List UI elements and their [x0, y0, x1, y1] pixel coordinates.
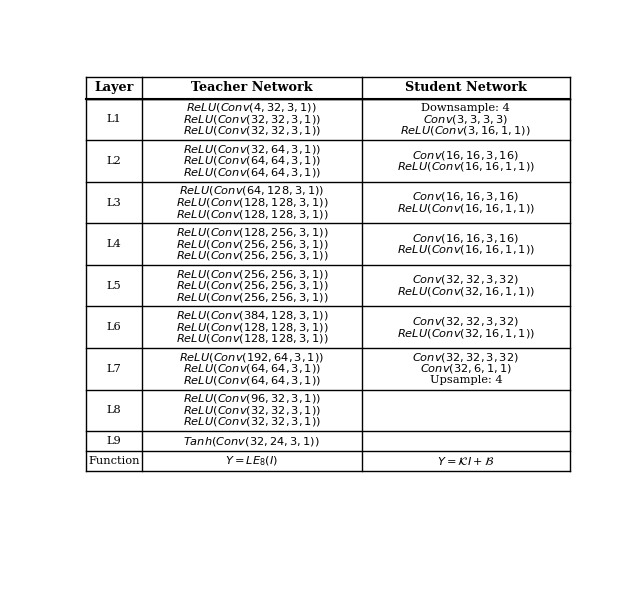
Text: $ReLU(Conv(32, 32, 3, 1))$: $ReLU(Conv(32, 32, 3, 1))$ — [183, 404, 321, 417]
Text: $ReLU(Conv(192, 64, 3, 1))$: $ReLU(Conv(192, 64, 3, 1))$ — [179, 351, 324, 364]
Text: $ReLU(Conv(32, 32, 3, 1))$: $ReLU(Conv(32, 32, 3, 1))$ — [183, 415, 321, 429]
Text: $ReLU(Conv(128, 256, 3, 1))$: $ReLU(Conv(128, 256, 3, 1))$ — [175, 226, 328, 239]
Text: $ReLU(Conv(3, 16, 1, 1))$: $ReLU(Conv(3, 16, 1, 1))$ — [401, 124, 531, 137]
Text: $ReLU(Conv(32, 64, 3, 1))$: $ReLU(Conv(32, 64, 3, 1))$ — [183, 143, 321, 156]
Text: $ReLU(Conv(256, 256, 3, 1))$: $ReLU(Conv(256, 256, 3, 1))$ — [175, 249, 328, 262]
Text: $ReLU(Conv(16, 16, 1, 1))$: $ReLU(Conv(16, 16, 1, 1))$ — [397, 243, 535, 256]
Text: $Y = \mathcal{K}I + \mathcal{B}$: $Y = \mathcal{K}I + \mathcal{B}$ — [437, 455, 495, 467]
Text: L1: L1 — [107, 115, 122, 124]
Text: $ReLU(Conv(16, 16, 1, 1))$: $ReLU(Conv(16, 16, 1, 1))$ — [397, 202, 535, 215]
Text: L7: L7 — [107, 364, 122, 374]
Text: L9: L9 — [107, 436, 122, 446]
Text: $ReLU(Conv(128, 128, 3, 1))$: $ReLU(Conv(128, 128, 3, 1))$ — [175, 208, 328, 221]
Text: $ReLU(Conv(32, 32, 3, 1))$: $ReLU(Conv(32, 32, 3, 1))$ — [183, 124, 321, 137]
Text: L8: L8 — [107, 405, 122, 415]
Text: Function: Function — [88, 456, 140, 466]
Text: L5: L5 — [107, 281, 122, 291]
Text: $ReLU(Conv(64, 64, 3, 1))$: $ReLU(Conv(64, 64, 3, 1))$ — [183, 362, 321, 375]
Text: $ReLU(Conv(256, 256, 3, 1))$: $ReLU(Conv(256, 256, 3, 1))$ — [175, 238, 328, 251]
Text: $ReLU(Conv(64, 64, 3, 1))$: $ReLU(Conv(64, 64, 3, 1))$ — [183, 166, 321, 179]
Text: $ReLU(Conv(384, 128, 3, 1))$: $ReLU(Conv(384, 128, 3, 1))$ — [175, 309, 328, 322]
Text: $ReLU(Conv(4, 32, 3, 1))$: $ReLU(Conv(4, 32, 3, 1))$ — [186, 101, 317, 115]
Text: Downsample: 4: Downsample: 4 — [422, 103, 510, 113]
Text: $ReLU(Conv(128, 128, 3, 1))$: $ReLU(Conv(128, 128, 3, 1))$ — [175, 196, 328, 209]
Text: L6: L6 — [107, 322, 122, 332]
Text: $ReLU(Conv(256, 256, 3, 1))$: $ReLU(Conv(256, 256, 3, 1))$ — [175, 279, 328, 292]
Text: L2: L2 — [107, 156, 122, 166]
Text: Upsample: 4: Upsample: 4 — [429, 375, 502, 386]
Text: L4: L4 — [107, 239, 122, 249]
Text: Layer: Layer — [94, 81, 134, 94]
Text: $Conv(32, 6, 1, 1)$: $Conv(32, 6, 1, 1)$ — [420, 362, 512, 375]
Text: $Conv(16, 16, 3, 16)$: $Conv(16, 16, 3, 16)$ — [412, 148, 519, 161]
Text: $ReLU(Conv(64, 128, 3, 1))$: $ReLU(Conv(64, 128, 3, 1))$ — [179, 184, 324, 198]
Text: $ReLU(Conv(128, 128, 3, 1))$: $ReLU(Conv(128, 128, 3, 1))$ — [175, 321, 328, 334]
Text: $Conv(3, 3, 3, 3)$: $Conv(3, 3, 3, 3)$ — [423, 113, 508, 126]
Text: $ReLU(Conv(64, 64, 3, 1))$: $ReLU(Conv(64, 64, 3, 1))$ — [183, 155, 321, 168]
Text: $Conv(16, 16, 3, 16)$: $Conv(16, 16, 3, 16)$ — [412, 190, 519, 203]
Text: $ReLU(Conv(16, 16, 1, 1))$: $ReLU(Conv(16, 16, 1, 1))$ — [397, 160, 535, 173]
Text: $ReLU(Conv(64, 64, 3, 1))$: $ReLU(Conv(64, 64, 3, 1))$ — [183, 374, 321, 387]
Text: $Conv(16, 16, 3, 16)$: $Conv(16, 16, 3, 16)$ — [412, 232, 519, 245]
Text: $ReLU(Conv(96, 32, 3, 1))$: $ReLU(Conv(96, 32, 3, 1))$ — [183, 392, 321, 405]
Text: $ReLU(Conv(256, 256, 3, 1))$: $ReLU(Conv(256, 256, 3, 1))$ — [175, 267, 328, 281]
Text: $ReLU(Conv(32, 16, 1, 1))$: $ReLU(Conv(32, 16, 1, 1))$ — [397, 326, 535, 339]
Text: $ReLU(Conv(256, 256, 3, 1))$: $ReLU(Conv(256, 256, 3, 1))$ — [175, 291, 328, 304]
Text: $ReLU(Conv(128, 128, 3, 1))$: $ReLU(Conv(128, 128, 3, 1))$ — [175, 332, 328, 346]
Text: $Conv(32, 32, 3, 32)$: $Conv(32, 32, 3, 32)$ — [412, 315, 519, 328]
Text: $Conv(32, 32, 3, 32)$: $Conv(32, 32, 3, 32)$ — [412, 274, 519, 286]
Text: $Y = LE_8(I)$: $Y = LE_8(I)$ — [225, 455, 278, 468]
Text: L3: L3 — [107, 198, 122, 208]
Text: $Tanh(Conv(32, 24, 3, 1))$: $Tanh(Conv(32, 24, 3, 1))$ — [184, 435, 320, 448]
Text: $Conv(32, 32, 3, 32)$: $Conv(32, 32, 3, 32)$ — [412, 351, 519, 364]
Text: Student Network: Student Network — [405, 81, 527, 94]
Text: Teacher Network: Teacher Network — [191, 81, 313, 94]
Text: $ReLU(Conv(32, 16, 1, 1))$: $ReLU(Conv(32, 16, 1, 1))$ — [397, 285, 535, 298]
Text: $ReLU(Conv(32, 32, 3, 1))$: $ReLU(Conv(32, 32, 3, 1))$ — [183, 113, 321, 126]
